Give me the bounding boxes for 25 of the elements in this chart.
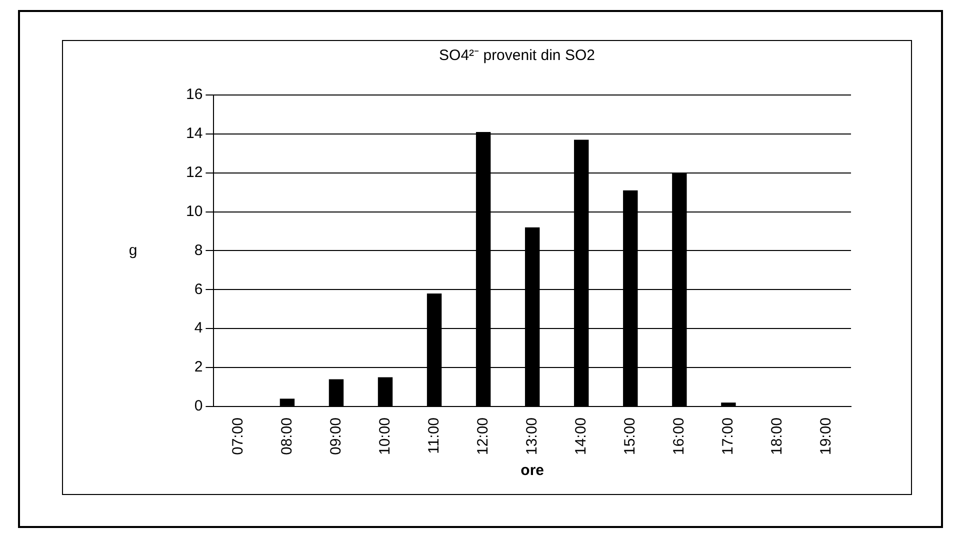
x-tick-label: 19:00 [818, 417, 835, 456]
x-tick-label: 07:00 [229, 417, 246, 456]
x-tick-label: 16:00 [670, 417, 688, 456]
x-tick-label: 08:00 [278, 417, 296, 456]
x-tick-label: 14:00 [572, 417, 590, 456]
x-tick-label: 10:00 [376, 417, 394, 456]
x-tick-label: 09:00 [327, 417, 344, 456]
chart-title: SO4²⁻ provenit din SO2 [439, 47, 595, 64]
x-tick-label: 13:00 [523, 417, 540, 456]
y-tick-label: 2 [194, 358, 203, 376]
x-tick-label: 11:00 [425, 417, 442, 454]
y-tick-label: 14 [186, 125, 203, 142]
x-tick-label: 12:00 [474, 417, 492, 456]
y-tick-label: 0 [194, 398, 203, 415]
y-tick-label: 12 [186, 164, 203, 182]
y-tick-label: 16 [186, 86, 203, 104]
y-tick-label: 8 [194, 242, 203, 259]
y-axis-title: g [128, 242, 138, 259]
y-tick-label: 4 [194, 320, 203, 337]
x-tick-label: 17:00 [720, 417, 737, 456]
x-tick-label: 15:00 [622, 417, 639, 456]
y-tick-label: 10 [186, 202, 203, 220]
x-axis-title: ore [520, 462, 544, 480]
x-tick-label: 18:00 [768, 417, 786, 456]
y-tick-label: 6 [194, 280, 203, 298]
